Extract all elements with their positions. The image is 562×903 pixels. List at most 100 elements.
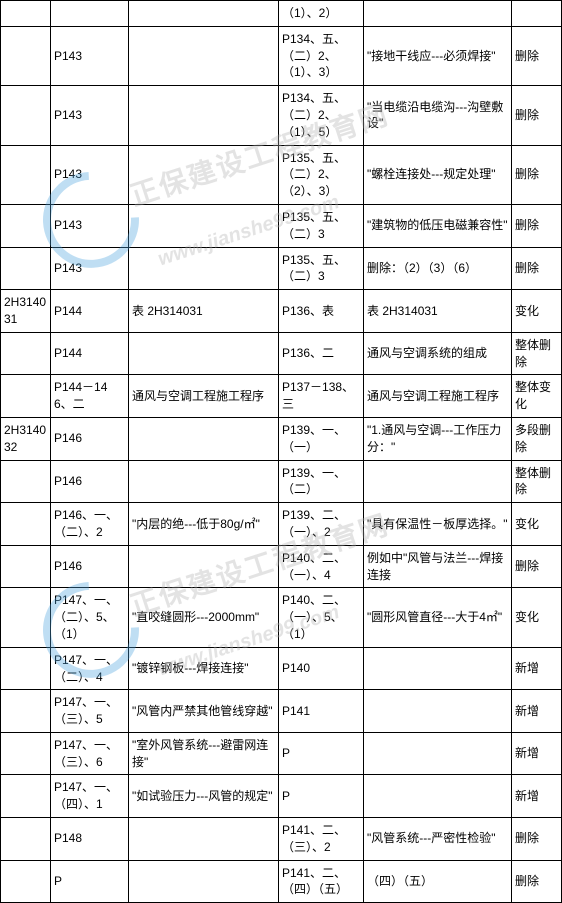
table-row: P143 P134、五、（二）2、（1）、3）"接地干线应---必须焊接"删除 [1, 26, 562, 85]
cell-col1 [1, 332, 51, 375]
cell-col3: "内层的绝---低于80g/㎡" [129, 503, 279, 546]
cell-col1 [1, 460, 51, 503]
cell-col2: P147、一、（三）、5 [51, 690, 129, 733]
cell-col1 [1, 204, 51, 247]
cell-col2: P143 [51, 145, 129, 204]
cell-col1 [1, 818, 51, 861]
cell-col1 [1, 588, 51, 647]
cell-col3: 表 2H314031 [129, 290, 279, 333]
cell-col2: P146 [51, 460, 129, 503]
cell-col6: 变化 [512, 290, 562, 333]
cell-col4: P139、一、（一） [279, 417, 364, 460]
table-row: PP141、二、（四）（五）（四）（五）删除 [1, 860, 562, 903]
cell-col5: 通风与空调系统的组成 [364, 332, 512, 375]
cell-col4: P139、二、（一）、2 [279, 503, 364, 546]
cell-col6: 新增 [512, 647, 562, 690]
table-row: P146、一、（二）、2"内层的绝---低于80g/㎡"P139、二、（一）、2… [1, 503, 562, 546]
cell-col3 [129, 332, 279, 375]
cell-col5: 通风与空调工程施工程序 [364, 375, 512, 418]
cell-col3 [129, 417, 279, 460]
cell-col3 [129, 1, 279, 27]
cell-col4: P [279, 732, 364, 775]
cell-col2: P146、一、（二）、2 [51, 503, 129, 546]
cell-col6: 删除 [512, 545, 562, 588]
cell-col3 [129, 860, 279, 903]
table-row: P143P135、五、（二）3删除：（2）（3）（6）删除 [1, 247, 562, 290]
cell-col5: （四）（五） [364, 860, 512, 903]
cell-col6: 删除 [512, 204, 562, 247]
comparison-table: （1）、2） P143 P134、五、（二）2、（1）、3）"接地干线应---必须焊… [0, 0, 562, 903]
cell-col6: 整体删除 [512, 332, 562, 375]
cell-col3 [129, 818, 279, 861]
table-row: P147、一、（三）、5"风管内严禁其他管线穿越"P141新增 [1, 690, 562, 733]
cell-col2: P143 [51, 86, 129, 145]
table-row: 2H314031P144表 2H314031P136、表表 2H314031变化 [1, 290, 562, 333]
cell-col6: 整体变化 [512, 375, 562, 418]
cell-col3 [129, 26, 279, 85]
cell-col3 [129, 86, 279, 145]
cell-col1 [1, 690, 51, 733]
cell-col3 [129, 460, 279, 503]
cell-col4: P141、二、（三）、2 [279, 818, 364, 861]
cell-col6: 删除 [512, 818, 562, 861]
cell-col4: P134、五、（二）2、（1）、3） [279, 26, 364, 85]
cell-col2: P143 [51, 204, 129, 247]
cell-col4: P136、二 [279, 332, 364, 375]
cell-col2: P147、一、（四）、1 [51, 775, 129, 818]
table-row: 2H314032P146P139、一、（一）"1.通风与空调---工作压力分："… [1, 417, 562, 460]
cell-col2: P148 [51, 818, 129, 861]
cell-col3 [129, 545, 279, 588]
cell-col5: "当电缆沿电缆沟---沟壁敷设" [364, 86, 512, 145]
cell-col2: P147、一、（二）、5、（1） [51, 588, 129, 647]
cell-col2: P147、一、（二）、4 [51, 647, 129, 690]
cell-col1: 2H314031 [1, 290, 51, 333]
cell-col5: 表 2H314031 [364, 290, 512, 333]
cell-col1: 2H314032 [1, 417, 51, 460]
table-row: P147、一、（二）、5、（1）"直咬缝圆形---2000mm"P140、二、（… [1, 588, 562, 647]
cell-col5 [364, 690, 512, 733]
table-row: P144P136、二通风与空调系统的组成整体删除 [1, 332, 562, 375]
table-row: P143P135、五、（二）3"建筑物的低压电磁兼容性"删除 [1, 204, 562, 247]
table-row: P146P139、一、（二）整体删除 [1, 460, 562, 503]
cell-col4: P135、五、（二）3 [279, 247, 364, 290]
table-row: P146P140、二、（一）、4例如中"风管与法兰---焊接连接删除 [1, 545, 562, 588]
cell-col5: "螺栓连接处---规定处理" [364, 145, 512, 204]
cell-col2: P144－146、二 [51, 375, 129, 418]
cell-col4: P135、五、（二）2、（2）、3） [279, 145, 364, 204]
cell-col5: "接地干线应---必须焊接" [364, 26, 512, 85]
cell-col3 [129, 204, 279, 247]
cell-col4: P134、五、（二）2、（1）、5） [279, 86, 364, 145]
cell-col5 [364, 732, 512, 775]
cell-col6: 整体删除 [512, 460, 562, 503]
cell-col5: "风管系统---严密性检验" [364, 818, 512, 861]
cell-col4: （1）、2） [279, 1, 364, 27]
table-row: （1）、2） [1, 1, 562, 27]
table-row: P147、一、（二）、4"镀锌钢板---焊接连接"P140新增 [1, 647, 562, 690]
cell-col1 [1, 145, 51, 204]
table-row: P147、一、（四）、1"如试验压力---风管的规定"P新增 [1, 775, 562, 818]
cell-col2 [51, 1, 129, 27]
cell-col5: "建筑物的低压电磁兼容性" [364, 204, 512, 247]
cell-col3: 通风与空调工程施工程序 [129, 375, 279, 418]
cell-col6: 变化 [512, 503, 562, 546]
cell-col6: 新增 [512, 732, 562, 775]
cell-col6: 变化 [512, 588, 562, 647]
cell-col4: P140 [279, 647, 364, 690]
cell-col1 [1, 247, 51, 290]
cell-col6: 新增 [512, 690, 562, 733]
cell-col2: P146 [51, 417, 129, 460]
cell-col1 [1, 86, 51, 145]
cell-col2: P [51, 860, 129, 903]
cell-col4: P141、二、（四）（五） [279, 860, 364, 903]
cell-col6 [512, 1, 562, 27]
table-row: P143P134、五、（二）2、（1）、5）"当电缆沿电缆沟---沟壁敷设"删除 [1, 86, 562, 145]
table-row: P143P135、五、（二）2、（2）、3）"螺栓连接处---规定处理"删除 [1, 145, 562, 204]
cell-col6: 删除 [512, 26, 562, 85]
cell-col2: P147、一、（三）、6 [51, 732, 129, 775]
cell-col1 [1, 732, 51, 775]
cell-col1 [1, 647, 51, 690]
cell-col2: P144 [51, 290, 129, 333]
cell-col2: P143 [51, 26, 129, 85]
cell-col4: P140、二、（一）、4 [279, 545, 364, 588]
cell-col6: 多段删除 [512, 417, 562, 460]
